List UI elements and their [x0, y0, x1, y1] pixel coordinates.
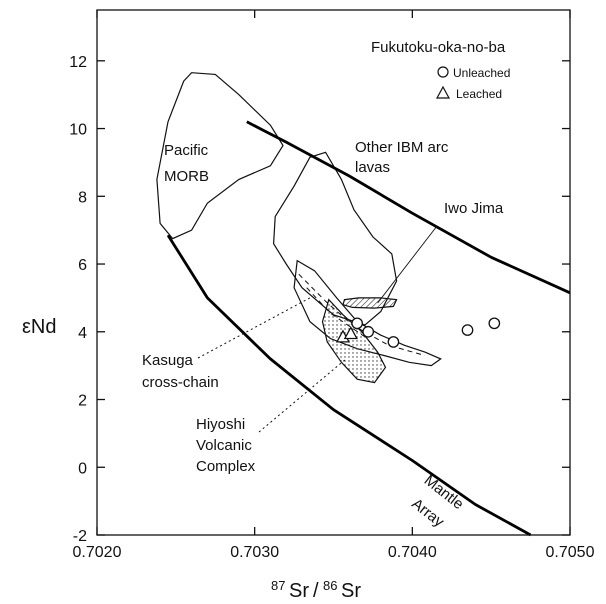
point-unleached — [351, 317, 363, 330]
mantle-array-layer — [166, 120, 571, 537]
x-axis-title-el2: Sr — [341, 580, 361, 602]
field-label-pacific-morb: MORB — [164, 168, 209, 185]
field-label-other-ibm-arc-lavas: lavas — [355, 159, 390, 176]
y-tick-label: 10 — [69, 122, 87, 139]
field-label-kasuga-cross-chain: Kasuga — [142, 352, 194, 369]
y-tick-label: 0 — [78, 460, 87, 477]
x-axis-title-mass1: 87 — [271, 578, 285, 593]
y-tick-label: 8 — [78, 189, 87, 206]
field-label-hiyoshi-volcanic-complex: Hiyoshi — [196, 416, 245, 433]
legend: Fukutoku-oka-no-ba Unleached Leached — [371, 39, 510, 101]
x-tick-label: 0.7030 — [230, 544, 279, 561]
leader-iwo-jima — [377, 225, 438, 304]
field-label-pacific-morb: Pacific — [164, 142, 209, 159]
field-label-hiyoshi-volcanic-complex: Complex — [196, 458, 256, 475]
y-tick-label: 6 — [78, 257, 87, 274]
legend-unleached-label: Unleached — [453, 66, 510, 80]
point-unleached — [387, 336, 400, 348]
field-iwo-jima — [342, 297, 398, 309]
y-tick-label: 12 — [69, 54, 87, 71]
fields-layer — [156, 72, 442, 384]
point-unleached — [461, 324, 474, 336]
point-unleached — [362, 325, 375, 338]
mantle-array-label: Mantle Array — [408, 472, 466, 531]
field-label-kasuga-cross-chain: cross-chain — [142, 374, 219, 391]
field-label-other-ibm-arc-lavas: Other IBM arc — [355, 139, 449, 156]
x-tick-label: 0.7020 — [73, 544, 122, 561]
legend-triangle-marker — [435, 85, 451, 99]
field-kasuga-cross-chain — [293, 259, 442, 367]
point-unleached — [488, 317, 501, 330]
legend-title: Fukutoku-oka-no-ba — [371, 39, 506, 56]
leader-kasuga — [197, 297, 311, 359]
x-axis-title: 87 Sr / 86 Sr — [271, 578, 361, 602]
x-tick-label: 0.7040 — [388, 544, 437, 561]
field-label-hiyoshi-volcanic-complex: Volcanic — [196, 437, 252, 454]
y-tick-label: 2 — [78, 393, 87, 410]
legend-circle-marker — [437, 66, 449, 78]
field-pacific-morb — [156, 72, 284, 240]
x-axis-title-el1: Sr — [289, 580, 309, 602]
x-tick-label: 0.7050 — [546, 544, 595, 561]
point-leached — [343, 326, 358, 340]
data-points-layer — [335, 317, 501, 348]
leader-lines-layer — [197, 225, 438, 433]
x-axis-title-sep: / — [313, 580, 319, 602]
legend-leached-label: Leached — [456, 87, 502, 101]
plot-frame — [96, 9, 571, 536]
field-kasuga-interior-dash — [306, 287, 366, 338]
x-axis-title-mass2: 86 — [323, 578, 337, 593]
y-tick-label: -2 — [73, 528, 87, 545]
ticks-layer: 0.7020 0.7030 0.7040 0.7050 -2 0 2 4 6 8 10 12 — [69, 10, 595, 561]
field-labels-layer: Pacific MORB Other IBM arc lavas Kasuga cross… — [142, 139, 504, 475]
mantle-array-lower-boundary — [166, 234, 532, 537]
field-label-iwo-jima: Iwo Jima — [444, 200, 504, 217]
y-tick-label: 4 — [78, 325, 87, 342]
y-axis-title: εNd — [22, 316, 56, 338]
mantle-array-upper-boundary — [246, 120, 571, 295]
leader-hiyoshi — [258, 358, 347, 433]
